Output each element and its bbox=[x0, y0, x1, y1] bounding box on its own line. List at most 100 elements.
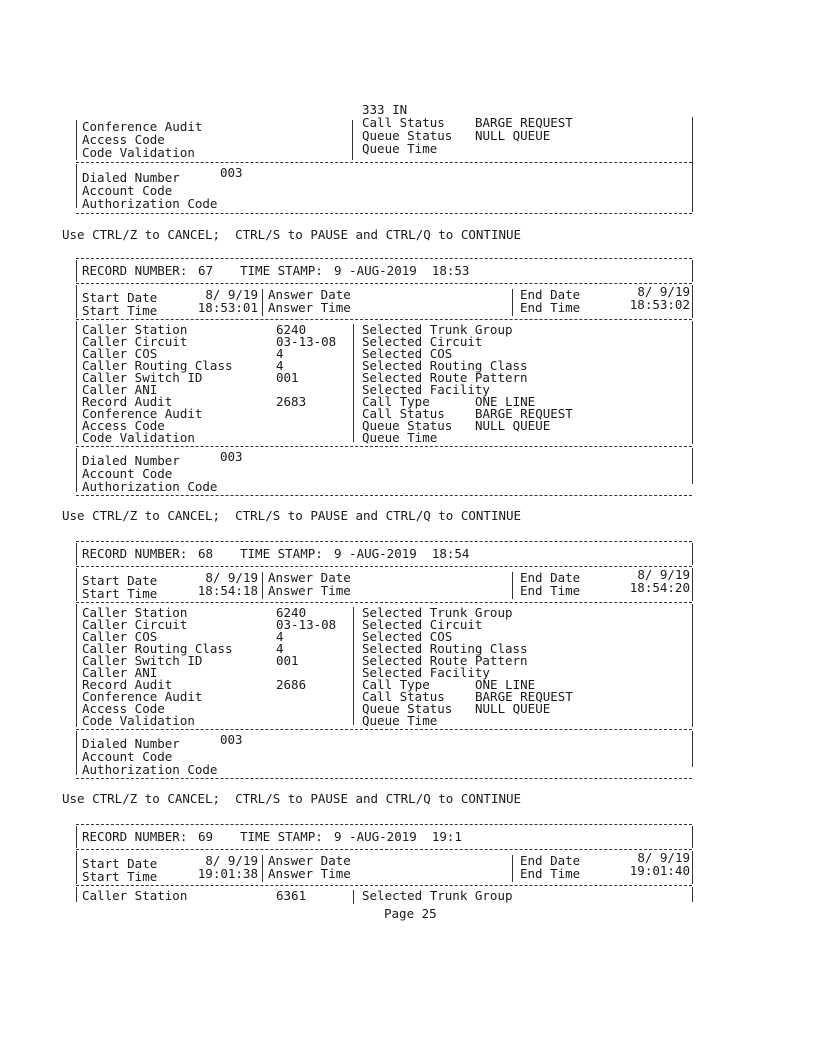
field-value: 4 bbox=[276, 358, 284, 373]
field-label: Caller COS bbox=[82, 629, 158, 644]
field-value: 4 bbox=[276, 641, 284, 656]
field-label: Call Type bbox=[362, 394, 430, 409]
field-value: NULL QUEUE bbox=[475, 128, 551, 143]
field-label: Start Date bbox=[82, 856, 158, 871]
dashed-divider bbox=[76, 885, 692, 886]
end-time-value: 19:01:40 bbox=[629, 863, 690, 878]
field-value: 03-13-08 bbox=[276, 334, 337, 349]
field-value: ONE LINE bbox=[475, 394, 536, 409]
field-label: Caller Circuit bbox=[82, 334, 188, 349]
record-number-label: RECORD NUMBER: bbox=[82, 829, 188, 844]
vertical-rule bbox=[76, 164, 77, 208]
field-label: Selected Trunk Group bbox=[362, 605, 513, 620]
vertical-rule bbox=[692, 321, 693, 444]
end-date-value: 8/ 9/19 bbox=[637, 567, 690, 582]
dashed-divider bbox=[76, 495, 692, 496]
field-label: Answer Date bbox=[268, 570, 351, 585]
vertical-rule bbox=[692, 260, 693, 282]
vertical-rule bbox=[352, 120, 353, 160]
vertical-rule bbox=[692, 851, 693, 884]
time-stamp-label: TIME STAMP: bbox=[240, 829, 323, 844]
vertical-rule bbox=[76, 826, 77, 848]
vertical-rule bbox=[76, 285, 77, 318]
record-number-label: RECORD NUMBER: bbox=[82, 546, 188, 561]
field-label: Record Audit bbox=[82, 677, 173, 692]
field-label: Queue Status bbox=[362, 128, 453, 143]
field-label: Access Code bbox=[82, 132, 165, 147]
field-label: Answer Date bbox=[268, 287, 351, 302]
end-time-value: 18:54:20 bbox=[629, 580, 690, 595]
field-label: Dialed Number bbox=[82, 453, 180, 468]
field-label: Account Code bbox=[82, 749, 173, 764]
field-label: Selected Facility bbox=[362, 382, 490, 397]
field-label: Answer Time bbox=[268, 583, 351, 598]
field-value: NULL QUEUE bbox=[475, 418, 551, 433]
vertical-rule bbox=[76, 260, 77, 282]
dashed-divider bbox=[76, 824, 692, 825]
vertical-rule bbox=[692, 731, 693, 767]
ctrl-hint: Use CTRL/Z to CANCEL; CTRL/S to PAUSE an… bbox=[62, 791, 522, 806]
end-date-value: 8/ 9/19 bbox=[637, 284, 690, 299]
field-label: End Time bbox=[520, 300, 581, 315]
page-number: Page 25 bbox=[384, 906, 437, 921]
field-value: 6240 bbox=[276, 322, 307, 337]
dashed-divider bbox=[76, 258, 692, 259]
field-label: Dialed Number bbox=[82, 170, 180, 185]
field-label: Selected Routing Class bbox=[362, 358, 528, 373]
field-label: Start Date bbox=[82, 573, 158, 588]
dashed-divider bbox=[76, 602, 692, 603]
field-label: Code Validation bbox=[82, 145, 195, 160]
dialed-number-value: 003 bbox=[220, 165, 243, 180]
field-label: End Date bbox=[520, 853, 581, 868]
vertical-rule bbox=[76, 851, 77, 884]
field-label: Caller Circuit bbox=[82, 617, 188, 632]
start-date-value: 8/ 9/19 bbox=[205, 287, 258, 302]
field-label: End Date bbox=[520, 570, 581, 585]
dialed-number-value: 003 bbox=[220, 732, 243, 747]
end-time-value: 18:53:02 bbox=[629, 297, 690, 312]
field-label: Caller Station bbox=[82, 888, 188, 903]
start-date-value: 8/ 9/19 bbox=[205, 853, 258, 868]
field-label: Selected Circuit bbox=[362, 617, 483, 632]
field-label: Authorization Code bbox=[82, 479, 218, 494]
field-label: Start Time bbox=[82, 303, 158, 318]
start-time-value: 18:53:01 bbox=[197, 300, 258, 315]
record-number-value: 68 bbox=[198, 546, 214, 561]
field-label: Selected Circuit bbox=[362, 334, 483, 349]
vertical-rule bbox=[76, 321, 77, 444]
field-label: Start Time bbox=[82, 586, 158, 601]
start-time-value: 19:01:38 bbox=[197, 866, 258, 881]
field-label: Code Validation bbox=[82, 713, 195, 728]
field-label: Queue Time bbox=[362, 713, 438, 728]
vertical-rule bbox=[692, 604, 693, 727]
dashed-divider bbox=[76, 213, 692, 214]
start-time-value: 18:54:18 bbox=[197, 583, 258, 598]
vertical-rule bbox=[76, 731, 77, 775]
field-label: End Time bbox=[520, 866, 581, 881]
field-label: Access Code bbox=[82, 701, 165, 716]
end-date-value: 8/ 9/19 bbox=[637, 850, 690, 865]
dashed-divider bbox=[76, 446, 692, 447]
field-label: Selected Trunk Group bbox=[362, 888, 513, 903]
vertical-rule bbox=[76, 887, 77, 902]
field-label: Account Code bbox=[82, 466, 173, 481]
dashed-divider bbox=[76, 778, 692, 779]
time-stamp-label: TIME STAMP: bbox=[240, 546, 323, 561]
field-label: Code Validation bbox=[82, 430, 195, 445]
field-label: Call Status bbox=[362, 406, 445, 421]
dashed-divider bbox=[76, 849, 692, 850]
field-value: NULL QUEUE bbox=[475, 701, 551, 716]
ctrl-hint: Use CTRL/Z to CANCEL; CTRL/S to PAUSE an… bbox=[62, 227, 522, 242]
field-value: 2686 bbox=[276, 677, 307, 692]
field-value: 6240 bbox=[276, 605, 307, 620]
field-label: Queue Time bbox=[362, 141, 438, 156]
field-value: BARGE REQUEST bbox=[475, 115, 573, 130]
field-label: Caller Switch ID bbox=[82, 653, 203, 668]
field-value: 4 bbox=[276, 346, 284, 361]
field-label: Conference Audit bbox=[82, 119, 203, 134]
vertical-rule bbox=[512, 572, 513, 599]
vertical-rule bbox=[353, 324, 354, 442]
field-label: Caller Station bbox=[82, 605, 188, 620]
vertical-rule bbox=[262, 572, 263, 599]
field-label: Answer Date bbox=[268, 853, 351, 868]
